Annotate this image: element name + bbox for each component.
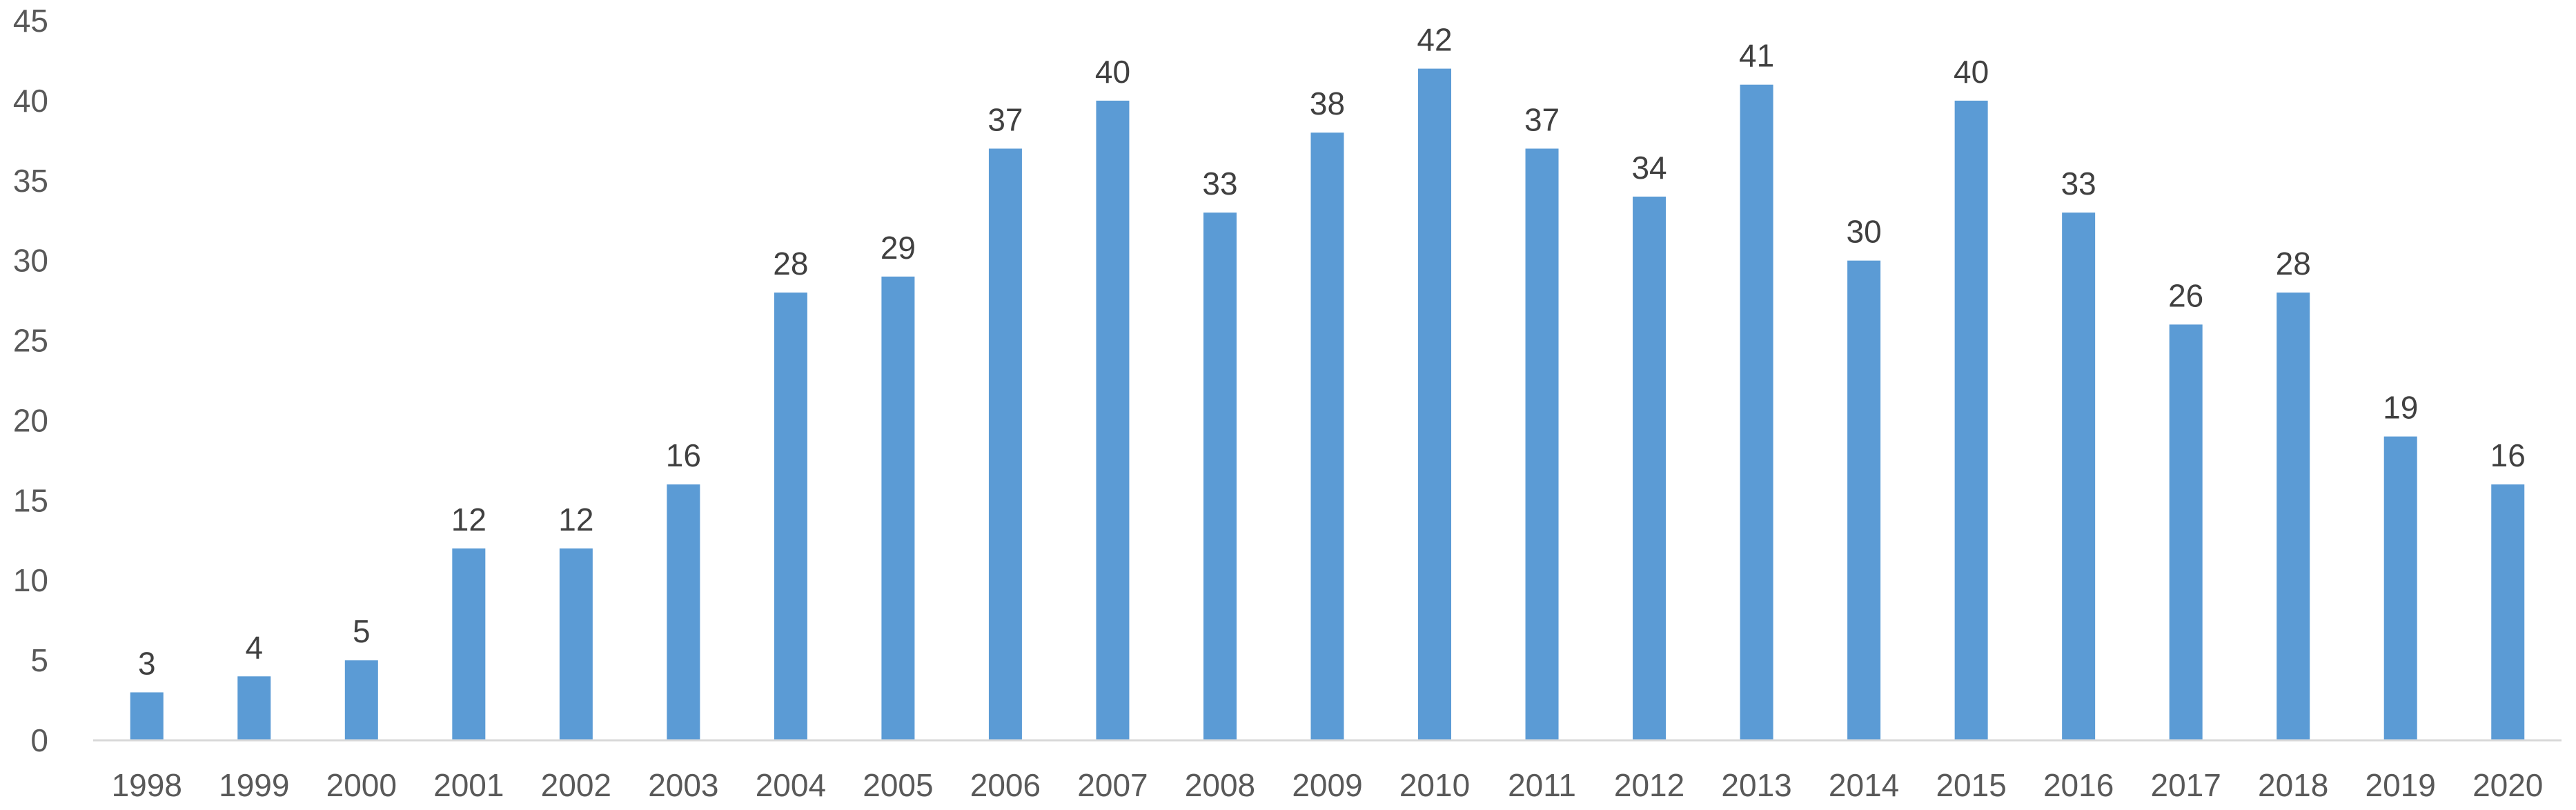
data-label-2004: 28 bbox=[773, 246, 808, 281]
y-tick-label: 20 bbox=[13, 402, 48, 438]
data-label-2019: 19 bbox=[2383, 390, 2418, 426]
bar-2007 bbox=[1096, 100, 1130, 740]
bar-2011 bbox=[1525, 148, 1559, 740]
data-label-2007: 40 bbox=[1095, 54, 1130, 90]
data-label-2014: 30 bbox=[1847, 214, 1882, 250]
data-label-1998: 3 bbox=[138, 645, 156, 681]
data-label-2017: 26 bbox=[2168, 277, 2203, 313]
y-tick-label: 40 bbox=[13, 83, 48, 119]
x-tick-label-2015: 2015 bbox=[1936, 767, 2006, 803]
y-tick-label: 0 bbox=[30, 722, 48, 758]
x-tick-label-2004: 2004 bbox=[756, 767, 826, 803]
x-tick-label-2017: 2017 bbox=[2151, 767, 2221, 803]
x-tick-label-2018: 2018 bbox=[2258, 767, 2328, 803]
y-tick-label: 15 bbox=[13, 482, 48, 518]
x-tick-label-2002: 2002 bbox=[541, 767, 611, 803]
y-tick-label: 35 bbox=[13, 163, 48, 199]
bar-2014 bbox=[1847, 260, 1881, 741]
x-tick-label-2006: 2006 bbox=[970, 767, 1041, 803]
data-label-2012: 34 bbox=[1631, 150, 1666, 186]
bar-2016 bbox=[2062, 213, 2096, 741]
x-tick-label-2010: 2010 bbox=[1399, 767, 1470, 803]
data-label-2020: 16 bbox=[2490, 437, 2526, 473]
bar-2017 bbox=[2169, 324, 2203, 740]
x-tick-label-2011: 2011 bbox=[1508, 767, 1576, 803]
x-tick-label-2008: 2008 bbox=[1185, 767, 1255, 803]
y-tick-label: 25 bbox=[13, 323, 48, 359]
data-label-2010: 42 bbox=[1417, 22, 1452, 58]
bar-2019 bbox=[2383, 436, 2417, 740]
x-axis-ticks: 1998 1999 2000 2001 2002 2003 2004 2005 2006 2007… bbox=[112, 767, 2544, 803]
x-tick-label-2020: 2020 bbox=[2472, 767, 2543, 803]
x-tick-label-1998: 1998 bbox=[112, 767, 182, 803]
x-tick-label-2009: 2009 bbox=[1292, 767, 1362, 803]
y-tick-label: 45 bbox=[13, 3, 48, 39]
bar-1998 bbox=[130, 692, 164, 740]
bar-2018 bbox=[2277, 293, 2310, 740]
x-tick-label-2001: 2001 bbox=[433, 767, 504, 803]
data-label-2008: 33 bbox=[1202, 166, 1237, 201]
x-tick-label-1999: 1999 bbox=[219, 767, 289, 803]
y-axis-ticks: 0 5 10 15 20 25 30 35 40 45 bbox=[13, 3, 48, 758]
bar-2020 bbox=[2491, 484, 2525, 740]
data-label-2009: 38 bbox=[1310, 86, 1345, 121]
data-label-2006: 37 bbox=[987, 101, 1023, 137]
bar-series bbox=[130, 68, 2525, 741]
bar-2006 bbox=[988, 148, 1022, 740]
data-label-2013: 41 bbox=[1739, 38, 1774, 74]
data-label-2016: 33 bbox=[2061, 166, 2096, 201]
x-tick-label-2005: 2005 bbox=[863, 767, 933, 803]
bar-2008 bbox=[1203, 213, 1237, 741]
x-tick-label-2012: 2012 bbox=[1614, 767, 1684, 803]
data-label-2001: 12 bbox=[451, 502, 486, 537]
x-tick-label-2013: 2013 bbox=[1721, 767, 1791, 803]
bar-2000 bbox=[344, 660, 378, 740]
bar-2005 bbox=[881, 276, 915, 740]
x-tick-label-2014: 2014 bbox=[1829, 767, 1899, 803]
x-tick-label-2000: 2000 bbox=[326, 767, 397, 803]
data-label-2015: 40 bbox=[1954, 54, 1989, 90]
bar-2002 bbox=[559, 548, 593, 740]
data-label-2018: 28 bbox=[2276, 246, 2311, 281]
bar-2001 bbox=[452, 548, 486, 740]
x-tick-label-2003: 2003 bbox=[648, 767, 718, 803]
y-tick-label: 5 bbox=[30, 642, 48, 678]
x-tick-label-2019: 2019 bbox=[2366, 767, 2436, 803]
data-label-2003: 16 bbox=[666, 437, 701, 473]
bar-2012 bbox=[1633, 196, 1666, 740]
data-label-2002: 12 bbox=[558, 502, 593, 537]
x-tick-label-2007: 2007 bbox=[1077, 767, 1148, 803]
bar-2015 bbox=[1954, 100, 1988, 740]
data-label-2000: 5 bbox=[353, 613, 371, 649]
y-tick-label: 10 bbox=[13, 562, 48, 598]
data-label-1999: 4 bbox=[245, 629, 263, 665]
bar-2009 bbox=[1310, 132, 1344, 740]
bar-2013 bbox=[1740, 84, 1773, 740]
data-label-2005: 29 bbox=[881, 230, 916, 266]
bar-2004 bbox=[774, 293, 807, 740]
x-tick-label-2016: 2016 bbox=[2043, 767, 2114, 803]
bar-1999 bbox=[237, 676, 271, 740]
bar-2010 bbox=[1418, 68, 1452, 741]
data-label-2011: 37 bbox=[1524, 101, 1560, 137]
y-tick-label: 30 bbox=[13, 243, 48, 279]
bar-2003 bbox=[667, 484, 700, 740]
